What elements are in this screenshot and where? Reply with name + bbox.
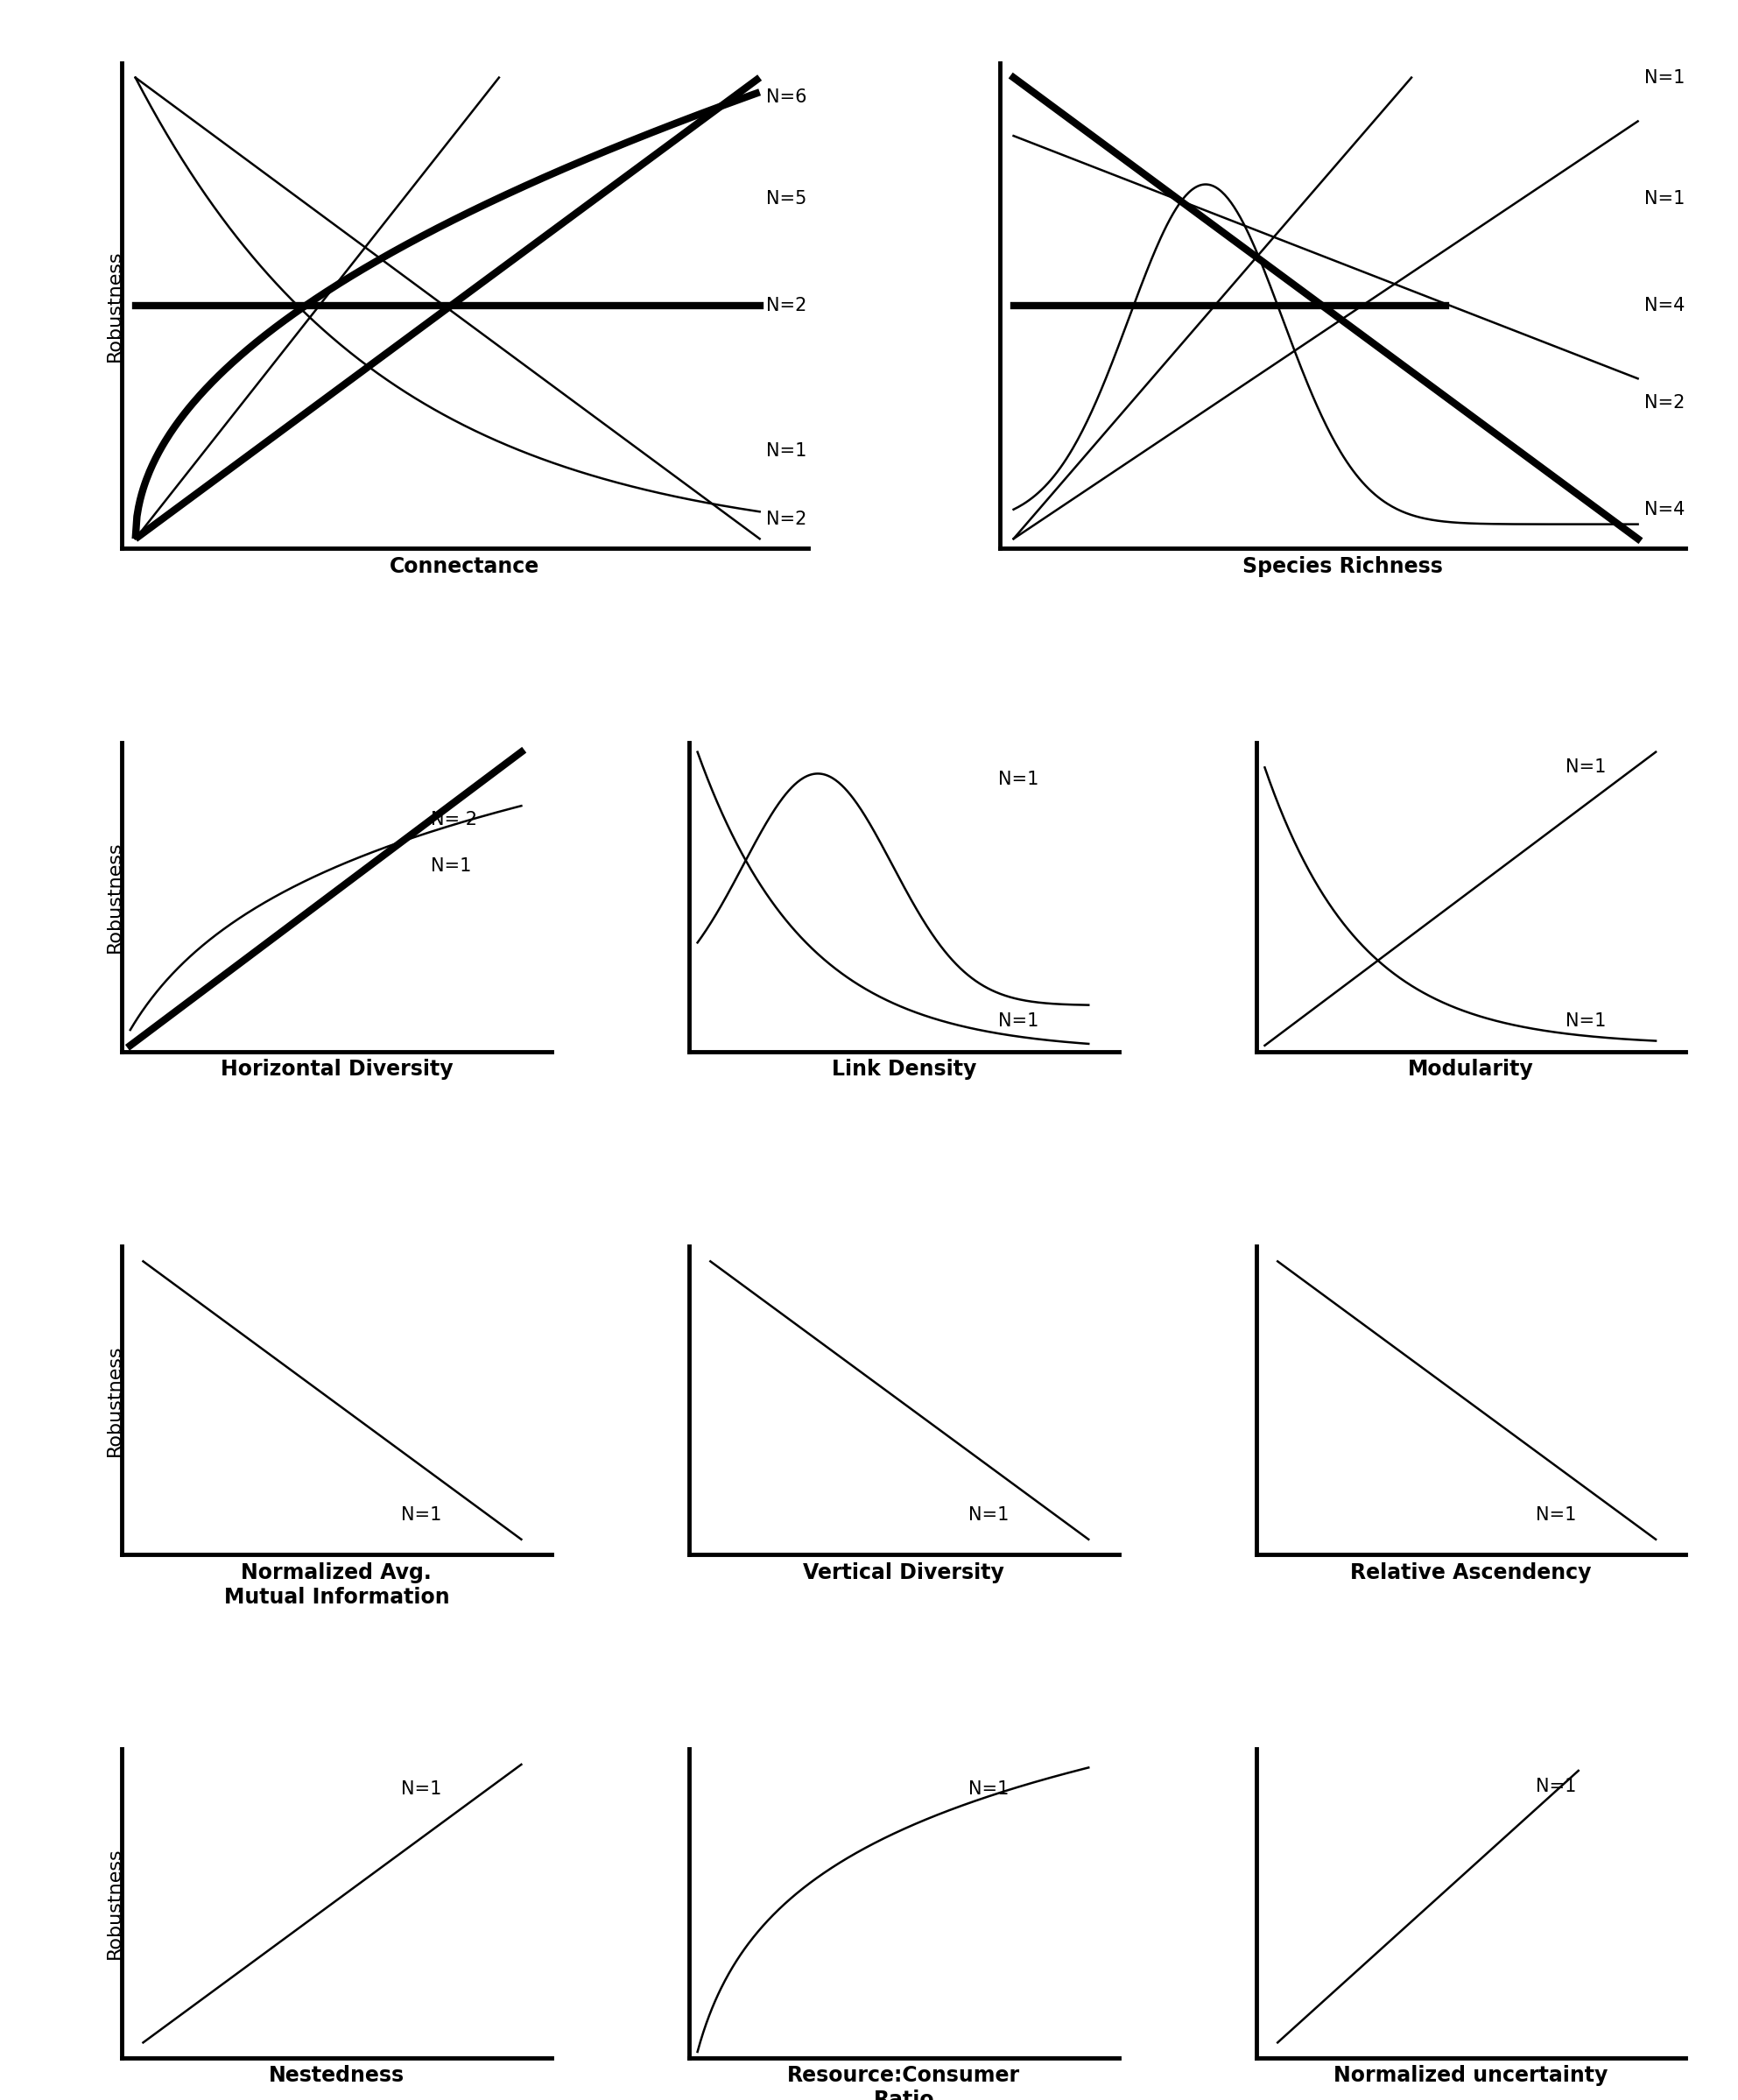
Text: N=1: N=1 xyxy=(1644,191,1686,208)
Text: N=1: N=1 xyxy=(401,1781,441,1798)
Y-axis label: Robustness: Robustness xyxy=(106,250,123,361)
Text: N=1: N=1 xyxy=(1566,758,1606,777)
X-axis label: Horizontal Diversity: Horizontal Diversity xyxy=(221,1058,454,1079)
X-axis label: Normalized uncertainty: Normalized uncertainty xyxy=(1333,2064,1608,2085)
Text: N=6: N=6 xyxy=(766,88,806,105)
Text: N=5: N=5 xyxy=(766,191,806,208)
Y-axis label: Robustness: Robustness xyxy=(106,1344,123,1455)
Text: N=1: N=1 xyxy=(968,1781,1008,1798)
Text: N=1: N=1 xyxy=(1535,1506,1576,1522)
Y-axis label: Robustness: Robustness xyxy=(106,842,123,953)
Text: N=1: N=1 xyxy=(1644,69,1686,86)
Text: N= 2: N= 2 xyxy=(431,811,478,830)
Text: N=2: N=2 xyxy=(766,296,806,315)
Text: N=4: N=4 xyxy=(1644,296,1686,315)
X-axis label: Modularity: Modularity xyxy=(1408,1058,1535,1079)
X-axis label: Vertical Diversity: Vertical Diversity xyxy=(803,1562,1005,1583)
X-axis label: Connectance: Connectance xyxy=(389,556,541,578)
Text: N=1: N=1 xyxy=(1566,1012,1606,1029)
X-axis label: Nestedness: Nestedness xyxy=(269,2064,405,2085)
Text: N=1: N=1 xyxy=(766,443,806,460)
Y-axis label: Robustness: Robustness xyxy=(106,1848,123,1959)
X-axis label: Normalized Avg.
Mutual Information: Normalized Avg. Mutual Information xyxy=(224,1562,450,1606)
Text: N=1: N=1 xyxy=(998,1012,1039,1029)
X-axis label: Link Density: Link Density xyxy=(831,1058,977,1079)
Text: N=1: N=1 xyxy=(998,771,1039,788)
Text: N=2: N=2 xyxy=(1644,395,1686,412)
Text: N=1: N=1 xyxy=(401,1506,441,1522)
Text: N=1: N=1 xyxy=(968,1506,1008,1522)
X-axis label: Species Richness: Species Richness xyxy=(1243,556,1443,578)
X-axis label: Resource:Consumer
Ratio: Resource:Consumer Ratio xyxy=(787,2064,1020,2100)
X-axis label: Relative Ascendency: Relative Ascendency xyxy=(1350,1562,1592,1583)
Text: N=4: N=4 xyxy=(1644,502,1686,519)
Text: N=1: N=1 xyxy=(1535,1777,1576,1796)
Text: N=1: N=1 xyxy=(431,857,471,876)
Text: N=2: N=2 xyxy=(766,510,806,527)
